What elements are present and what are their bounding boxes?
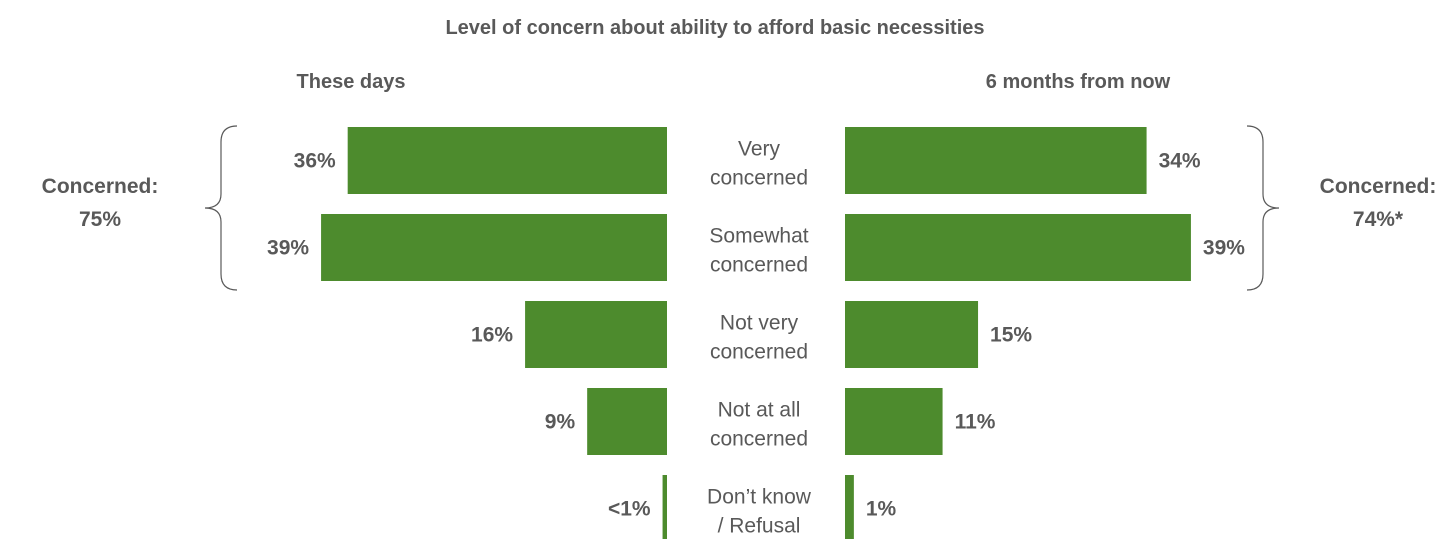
- bar-these-days: [662, 475, 667, 539]
- bar-these-days: [587, 388, 667, 455]
- data-label-these-days: <1%: [608, 498, 651, 521]
- chart-title: Level of concern about ability to afford…: [445, 17, 984, 39]
- bar-these-days: [321, 214, 667, 281]
- bar-these-days: [347, 127, 667, 194]
- category-label-line1: Not very: [720, 312, 799, 335]
- category-label-line2: concerned: [710, 254, 808, 277]
- data-label-6-months: 1%: [866, 498, 897, 521]
- data-label-these-days: 16%: [471, 324, 513, 347]
- left-series-header: These days: [297, 71, 406, 93]
- bar-6-months: [845, 301, 979, 368]
- bar-6-months: [845, 127, 1147, 194]
- data-label-6-months: 34%: [1159, 150, 1201, 173]
- data-label-6-months: 15%: [990, 324, 1032, 347]
- data-label-6-months: 11%: [955, 411, 996, 434]
- data-label-these-days: 9%: [545, 411, 576, 434]
- right-series-header: 6 months from now: [986, 71, 1171, 93]
- bar-6-months: [845, 388, 943, 455]
- bar-6-months: [845, 475, 854, 539]
- bar-6-months: [845, 214, 1191, 281]
- data-label-these-days: 39%: [267, 237, 309, 260]
- category-label-line2: concerned: [710, 167, 808, 190]
- bar-these-days: [525, 301, 667, 368]
- category-label-line1: Not at all: [718, 399, 801, 422]
- left-group-value: 75%: [79, 208, 121, 231]
- right-group-label: Concerned:: [1320, 175, 1437, 198]
- data-label-these-days: 36%: [294, 150, 336, 173]
- category-label-line1: Don’t know: [707, 486, 812, 509]
- right-group-value: 74%*: [1353, 208, 1404, 231]
- data-label-6-months: 39%: [1203, 237, 1245, 260]
- category-label-line1: Very: [738, 138, 781, 161]
- left-group-brace: [204, 125, 238, 291]
- bars-layer: 36% 34% Very concerned 39% 39% Somewhat concern…: [267, 127, 1245, 539]
- category-label-line2: / Refusal: [718, 515, 801, 538]
- category-label-line1: Somewhat: [709, 225, 808, 248]
- left-group-label: Concerned:: [42, 175, 159, 198]
- category-label-line2: concerned: [710, 428, 808, 451]
- right-group-brace: [1246, 125, 1280, 291]
- category-label-line2: concerned: [710, 341, 808, 364]
